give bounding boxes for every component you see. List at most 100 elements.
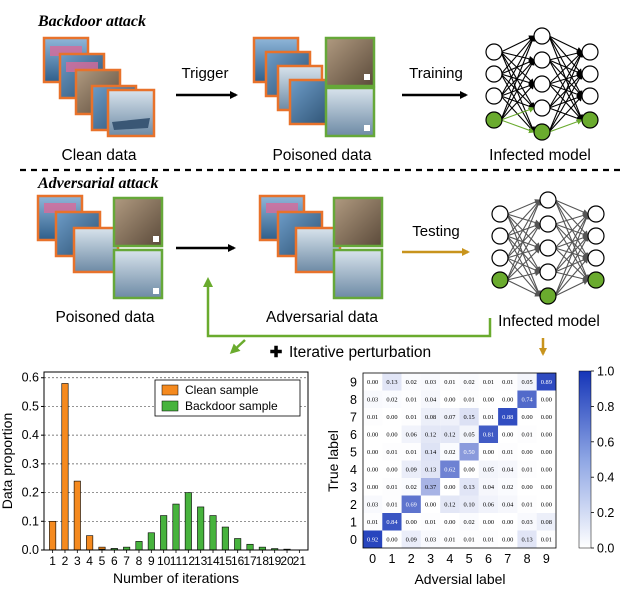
heatmap-cell (440, 443, 460, 461)
heatmap-cell-label: 0.13 (386, 379, 397, 386)
heatmap-cell (536, 530, 556, 548)
heatmap-y-axis-label: True label (325, 430, 341, 492)
heatmap-cell (420, 495, 441, 513)
bar-x-tick-label: 17 (243, 554, 257, 568)
heatmap-cell (382, 425, 402, 443)
network-edge (506, 270, 541, 281)
heatmap-cell-label: 0.00 (521, 484, 532, 491)
heatmap-cell-label: 0.00 (444, 397, 455, 404)
clean-data-image-stack (42, 36, 156, 138)
network-node (485, 65, 503, 83)
heatmap-cell (536, 478, 556, 496)
bar-x-axis-label: Number of iterations (113, 570, 239, 586)
heatmap-cell (517, 390, 537, 408)
heatmap-cell (459, 460, 479, 478)
bar-y-tick-label: 0.6 (22, 371, 39, 385)
bar-backdoor-sample (172, 503, 180, 551)
heatmap-cell-label: 0.81 (483, 432, 494, 439)
heatmap-cell-label: 0.02 (406, 379, 417, 386)
heatmap-cell-label: 0.00 (406, 519, 417, 526)
heatmap-cell-label: 0.05 (521, 379, 532, 386)
network-edge (554, 271, 589, 282)
legend-swatch-clean (161, 384, 179, 396)
bar-x-tick-label: 9 (148, 554, 155, 568)
network-node (491, 271, 509, 289)
heatmap-cell (478, 460, 499, 478)
heatmap-cell (440, 390, 460, 408)
bar-x-tick-label: 15 (219, 554, 233, 568)
heatmap-cell-label: 0.03 (521, 519, 532, 526)
heatmap-cell-label: 0.01 (483, 414, 494, 421)
network-edge (548, 59, 583, 75)
confusion-matrix-heatmap: 0.92 0.00 0.09 0.03 0.01 0.01 0.01 0.00 0.13 0.01… (325, 365, 614, 588)
poisoned-data-image-stack-top (252, 36, 376, 138)
bar-x-tick-label: 14 (206, 554, 220, 568)
bar-x-tick-label: 2 (62, 554, 69, 568)
heatmap-cell (401, 513, 421, 531)
bar-marks (49, 383, 291, 551)
heatmap-y-tick-label: 9 (350, 375, 357, 389)
bar-x-tick-label: 6 (111, 554, 118, 568)
network-edge (548, 118, 583, 133)
adversarial-data-label: Adversarial data (266, 309, 378, 326)
network-edge (554, 199, 589, 259)
network-edge (554, 199, 589, 281)
trigger-patch-icon (364, 125, 370, 131)
heatmap-cell-label: 0.13 (521, 537, 532, 544)
heatmap-cell (517, 478, 537, 496)
network-node (485, 43, 503, 61)
heatmap-cell (420, 408, 441, 426)
heatmap-cell-label: 0.00 (386, 432, 397, 439)
bar-x-tick-label: 5 (99, 554, 106, 568)
heatmap-cell (363, 478, 383, 496)
network-edge (500, 83, 535, 121)
heatmap-cell (498, 460, 518, 478)
network-edge (554, 223, 589, 281)
testing-label: Testing (412, 223, 460, 240)
network-edge (500, 51, 535, 62)
heatmap-cell (478, 373, 499, 391)
heatmap-cell (498, 390, 518, 408)
infected-model-network-top (485, 27, 599, 141)
heatmap-cell (536, 460, 556, 478)
network-edge (554, 199, 589, 215)
network-node (533, 75, 551, 93)
bar-backdoor-sample (221, 526, 229, 551)
network-node (485, 111, 503, 129)
heatmap-cell-label: 0.03 (425, 537, 436, 544)
heatmap-x-axis-label: Adversial label (414, 571, 505, 587)
bar-backdoor-sample (234, 538, 242, 551)
colorbar-ticks: 0.0 0.2 0.4 0.6 0.8 1.0 (591, 365, 614, 556)
heatmap-cell (478, 425, 499, 443)
heatmap-cell-label: 0.00 (464, 467, 475, 474)
network-edge (548, 95, 583, 133)
heatmap-cell-label: 0.00 (541, 502, 552, 509)
network-edge (554, 279, 589, 297)
network-edge (500, 51, 535, 85)
heatmap-y-tick-label: 1 (350, 515, 357, 529)
network-node (581, 65, 599, 83)
heatmap-cell (440, 425, 460, 443)
network-edge (500, 35, 535, 121)
heatmap-cell-label: 0.01 (386, 449, 397, 456)
heatmap-cell-label: 0.03 (367, 502, 378, 509)
bar-x-tick-label: 3 (74, 554, 81, 568)
bar-x-tick-label: 4 (86, 554, 93, 568)
network-edge (548, 51, 583, 109)
heatmap-cell (478, 478, 499, 496)
heatmap-cell (536, 495, 556, 513)
bar-y-tick-label: 0.2 (22, 486, 39, 500)
heatmap-cell (363, 373, 383, 391)
network-node (539, 287, 557, 305)
network-edge (506, 257, 541, 273)
heatmap-cell-label: 0.01 (502, 449, 513, 456)
heatmap-cell-label: 0.13 (464, 484, 475, 491)
heatmap-cell (401, 390, 421, 408)
heatmap-cell (382, 373, 402, 391)
infected-model-top-label: Infected model (489, 147, 591, 164)
network-edge (506, 279, 541, 297)
heatmap-cell-label: 0.07 (444, 414, 456, 421)
network-edge (554, 247, 589, 281)
heatmap-cell-label: 0.09 (406, 537, 417, 544)
legend-swatch-backdoor (161, 400, 179, 412)
